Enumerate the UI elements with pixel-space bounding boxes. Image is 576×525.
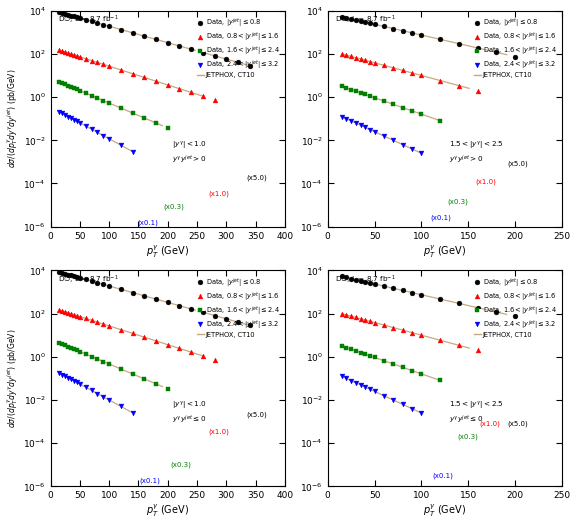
Text: (x0.1): (x0.1) — [433, 473, 453, 479]
Text: D$\emptyset$, L = 8.7 fb$^{-1}$: D$\emptyset$, L = 8.7 fb$^{-1}$ — [58, 14, 119, 26]
Y-axis label: $d\sigma/(dp_T^{\gamma}dy^{\gamma}dy^{jet})$ (pb/GeV): $d\sigma/(dp_T^{\gamma}dy^{\gamma}dy^{je… — [6, 329, 21, 428]
Text: $y^{\gamma}y^{jet} \leq 0$: $y^{\gamma}y^{jet} \leq 0$ — [172, 413, 207, 425]
Text: (x0.3): (x0.3) — [457, 434, 478, 440]
Text: (x5.0): (x5.0) — [507, 421, 528, 427]
Text: $y^{\gamma}y^{jet} \leq 0$: $y^{\gamma}y^{jet} \leq 0$ — [449, 413, 484, 425]
Text: (x1.0): (x1.0) — [479, 421, 501, 427]
Text: (x0.1): (x0.1) — [137, 219, 158, 226]
Text: D$\emptyset$, L = 8.7 fb$^{-1}$: D$\emptyset$, L = 8.7 fb$^{-1}$ — [58, 274, 119, 286]
Text: (x0.3): (x0.3) — [163, 204, 184, 211]
Text: (x0.1): (x0.1) — [139, 478, 161, 484]
Legend: Data, $|y^{jet}| \leq 0.8$, Data, $0.8 < |y^{jet}| \leq 1.6$, Data, $1.6 < |y^{j: Data, $|y^{jet}| \leq 0.8$, Data, $0.8 <… — [472, 274, 559, 340]
Text: (x0.1): (x0.1) — [431, 215, 452, 222]
X-axis label: $p_T^{\gamma}$ (GeV): $p_T^{\gamma}$ (GeV) — [146, 243, 190, 260]
Text: $1.5 < |y^{\gamma}| < 2.5$: $1.5 < |y^{\gamma}| < 2.5$ — [449, 400, 505, 412]
Text: (x5.0): (x5.0) — [247, 175, 267, 181]
Y-axis label: $d\sigma/(dp_T^{\gamma}dy^{\gamma}dy^{jet})$ (pb/GeV): $d\sigma/(dp_T^{\gamma}dy^{\gamma}dy^{je… — [6, 69, 21, 169]
Text: (x0.3): (x0.3) — [170, 461, 192, 468]
Text: $y^{\gamma}y^{jet} > 0$: $y^{\gamma}y^{jet} > 0$ — [449, 153, 484, 165]
Text: (x5.0): (x5.0) — [507, 161, 528, 167]
Text: (x1.0): (x1.0) — [476, 178, 497, 185]
X-axis label: $p_T^{\gamma}$ (GeV): $p_T^{\gamma}$ (GeV) — [423, 503, 467, 519]
Text: $|y^{\gamma}| < 1.0$: $|y^{\gamma}| < 1.0$ — [172, 140, 207, 152]
Text: (x5.0): (x5.0) — [247, 412, 267, 418]
Text: (x1.0): (x1.0) — [209, 190, 230, 196]
X-axis label: $p_T^{\gamma}$ (GeV): $p_T^{\gamma}$ (GeV) — [423, 243, 467, 260]
Legend: Data, $|y^{jet}| \leq 0.8$, Data, $0.8 < |y^{jet}| \leq 1.6$, Data, $1.6 < |y^{j: Data, $|y^{jet}| \leq 0.8$, Data, $0.8 <… — [472, 14, 559, 80]
Text: D$\emptyset$, L = 8.7 fb$^{-1}$: D$\emptyset$, L = 8.7 fb$^{-1}$ — [335, 14, 396, 26]
Text: (x1.0): (x1.0) — [209, 428, 230, 435]
Text: $|y^{\gamma}| < 1.0$: $|y^{\gamma}| < 1.0$ — [172, 400, 207, 412]
Text: $1.5 < |y^{\gamma}| < 2.5$: $1.5 < |y^{\gamma}| < 2.5$ — [449, 140, 505, 152]
Legend: Data, $|y^{jet}| \leq 0.8$, Data, $0.8 < |y^{jet}| \leq 1.6$, Data, $1.6 < |y^{j: Data, $|y^{jet}| \leq 0.8$, Data, $0.8 <… — [195, 14, 282, 80]
Text: (x0.3): (x0.3) — [448, 198, 468, 205]
Text: $y^{\gamma}y^{jet} > 0$: $y^{\gamma}y^{jet} > 0$ — [172, 153, 207, 165]
Text: D$\emptyset$, L = 8.7 fb$^{-1}$: D$\emptyset$, L = 8.7 fb$^{-1}$ — [335, 274, 396, 286]
X-axis label: $p_T^{\gamma}$ (GeV): $p_T^{\gamma}$ (GeV) — [146, 503, 190, 519]
Legend: Data, $|y^{jet}| \leq 0.8$, Data, $0.8 < |y^{jet}| \leq 1.6$, Data, $1.6 < |y^{j: Data, $|y^{jet}| \leq 0.8$, Data, $0.8 <… — [195, 274, 282, 340]
